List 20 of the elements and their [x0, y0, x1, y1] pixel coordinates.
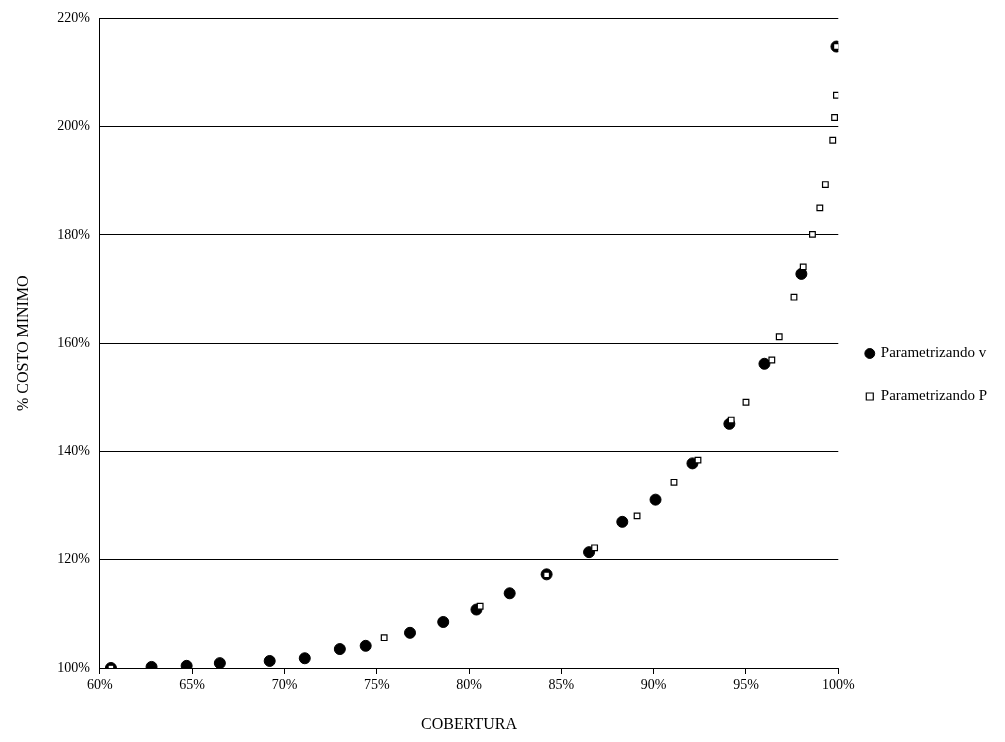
legend-label: Parametrizando v	[880, 344, 987, 361]
y-tick-label: 120%	[57, 551, 91, 567]
legend-label: Parametrizando P	[880, 387, 987, 404]
y-tick-label: 100%	[57, 659, 91, 675]
y-tick-label: 180%	[57, 226, 91, 242]
x-tick-label: 70%	[271, 677, 298, 693]
y-tick-label: 200%	[57, 118, 91, 134]
x-tick-label: 60%	[87, 677, 114, 693]
x-tick-label: 75%	[363, 677, 390, 693]
x-axis-title: COBERTURA	[421, 714, 518, 732]
x-tick-label: 65%	[179, 677, 206, 693]
x-tick-label: 95%	[733, 677, 760, 693]
y-tick-label: 140%	[57, 443, 91, 459]
x-tick-label: 80%	[456, 677, 483, 693]
x-tick-label: 85%	[548, 677, 575, 693]
y-tick-label: 220%	[57, 10, 91, 26]
x-tick-label: 100%	[821, 677, 855, 693]
x-tick-label: 90%	[640, 677, 667, 693]
y-axis-title: % COSTO MINIMO	[13, 275, 31, 412]
y-tick-label: 160%	[57, 334, 91, 350]
